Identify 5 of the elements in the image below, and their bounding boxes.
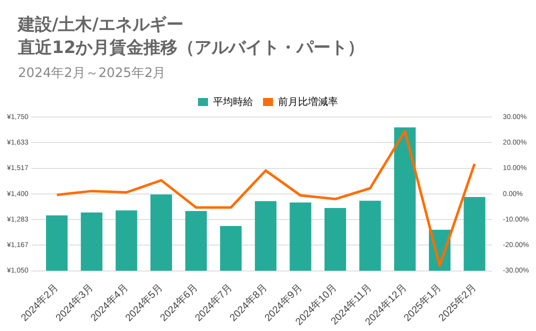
legend-label: 平均時給 — [213, 96, 253, 108]
chart-title: 建設/土木/エネルギー — [18, 14, 184, 37]
legend-label: 前月比増減率 — [278, 96, 338, 108]
chart-subtitle: 直近12か月賃金推移（アルバイト・パート） — [18, 37, 365, 60]
text: 2024年2月～2025年2月 — [18, 65, 166, 82]
